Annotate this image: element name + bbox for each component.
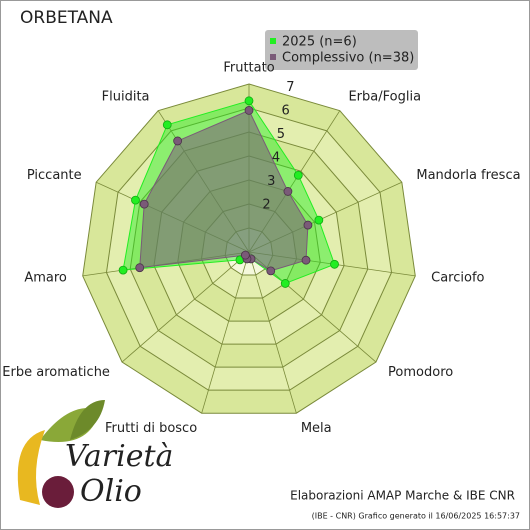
spoke: [121, 251, 250, 363]
data-point: [240, 250, 250, 260]
spoke: [248, 251, 297, 414]
logo: Varietà Olio: [17, 400, 173, 509]
data-point: [139, 199, 149, 209]
data-point: [244, 96, 254, 106]
data-point: [118, 265, 128, 275]
category-label: Fluidita: [102, 90, 150, 105]
chart-title: ORBETANA: [20, 8, 113, 28]
data-point: [330, 259, 339, 269]
r-tick-label: 5: [277, 127, 285, 142]
category-label: Pomodoro: [388, 365, 453, 380]
data-point: [301, 255, 311, 265]
data-point: [135, 263, 145, 273]
data-point: [303, 220, 313, 230]
plot: [118, 96, 339, 288]
legend-label: Complessivo (n=38): [282, 51, 414, 66]
data-point: [280, 279, 290, 288]
category-label: Fruttato: [223, 61, 274, 76]
legend-items: 2025 (n=6)Complessivo (n=38): [270, 35, 414, 66]
footnote: (IBE - CNR) Grafico generato il 16/06/20…: [312, 512, 520, 521]
spoke: [201, 251, 250, 414]
r-tick-label: 6: [281, 103, 289, 118]
category-label: Frutti di bosco: [105, 421, 197, 436]
category-label: Carciofo: [431, 271, 484, 286]
legend: [265, 30, 418, 70]
data-point: [314, 215, 324, 225]
data-point: [131, 195, 140, 205]
legend-swatch: [270, 38, 276, 44]
data-point: [266, 266, 276, 276]
data-point: [162, 120, 172, 130]
data-point: [173, 136, 183, 146]
legend-swatch: [270, 54, 276, 60]
category-label: Amaro: [24, 271, 67, 286]
data-point: [293, 170, 303, 180]
data-point: [283, 187, 293, 196]
data-point: [244, 106, 254, 115]
r-tick-label: 3: [267, 174, 275, 189]
category-label: Erba/Foglia: [348, 90, 421, 105]
category-label: Piccante: [27, 168, 82, 183]
category-label: Erbe aromatiche: [2, 365, 110, 380]
r-tick-label: 4: [272, 150, 280, 165]
category-label: Mandorla fresca: [416, 168, 520, 183]
category-label: Mela: [301, 421, 332, 436]
logo-text: Varietà: [65, 439, 173, 474]
logo-text: Olio: [80, 474, 142, 509]
credit: Elaborazioni AMAP Marche & IBE CNR: [290, 489, 515, 503]
legend-label: 2025 (n=6): [282, 35, 357, 50]
r-tick-label: 2: [262, 197, 270, 212]
r-tick-label: 7: [286, 80, 294, 95]
